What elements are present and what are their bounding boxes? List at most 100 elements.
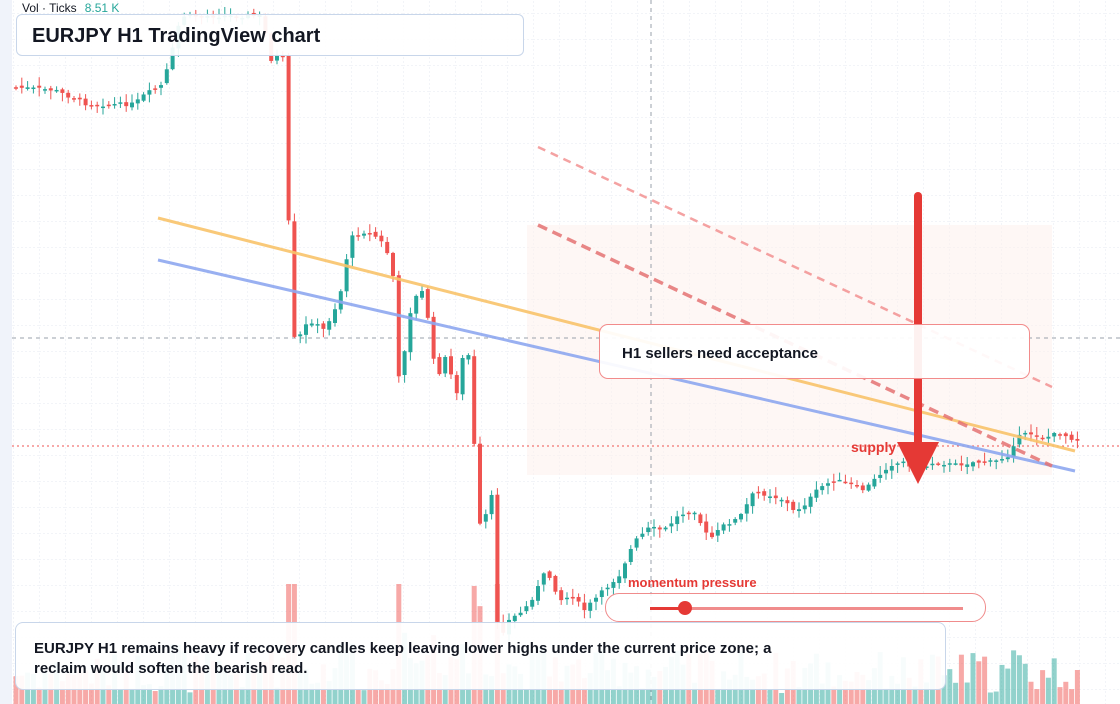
candle-body (31, 87, 36, 90)
candles (14, 6, 1080, 643)
candle-body (83, 98, 88, 106)
volume-legend-label: Vol · Ticks (22, 1, 77, 15)
supply-label: supply (851, 439, 897, 455)
volume-bar (129, 688, 135, 704)
candle-body (159, 85, 163, 88)
volume-bar (146, 684, 152, 704)
candle-body (54, 89, 59, 92)
candle-body (19, 85, 24, 88)
volume-bar (158, 686, 164, 704)
volume-bar (715, 688, 721, 704)
candle-body (559, 590, 564, 601)
volume-bar (274, 687, 280, 704)
volume-bar (378, 680, 384, 704)
volume-bar (1022, 663, 1028, 704)
volume-bar (309, 683, 315, 704)
candle-body (483, 514, 488, 522)
candle-body (855, 485, 859, 487)
chart-title: EURJPY H1 TradingView chart (32, 25, 321, 47)
candle-body (25, 87, 30, 89)
candle-body (530, 599, 535, 607)
candle-body (309, 323, 314, 326)
candle-body (628, 548, 633, 562)
candle-body (449, 356, 453, 375)
volume-bar (523, 689, 529, 704)
volume-bar (924, 682, 930, 704)
candle-body (408, 313, 413, 353)
candle-body (710, 532, 714, 538)
volume-legend-value: 8.51 K (84, 1, 120, 15)
candle-body (1023, 432, 1028, 435)
candle-body (976, 460, 981, 463)
volume-bar (1051, 658, 1057, 704)
candle-body (982, 461, 987, 463)
candle-body (524, 606, 529, 612)
candle-body (802, 505, 807, 510)
candle-body (634, 538, 639, 548)
volume-bar (36, 687, 42, 704)
candle-body (739, 513, 743, 520)
candle-body (315, 324, 320, 326)
candle-body (1075, 438, 1080, 441)
analysis-note-box: EURJPY H1 remains heavy if recovery cand… (15, 622, 946, 690)
volume-bar (1040, 670, 1046, 704)
volume-bar (999, 664, 1005, 704)
volume-bar (59, 681, 65, 704)
sellers-callout[interactable]: H1 sellers need acceptance (599, 324, 1030, 379)
candle-body (657, 527, 662, 530)
volume-bar (819, 683, 825, 704)
candle-body (95, 104, 100, 107)
candle-body (936, 463, 941, 465)
candle-body (599, 590, 604, 598)
candle-body (489, 494, 494, 515)
candle-body (547, 571, 552, 578)
candle-body (715, 530, 720, 536)
candle-body (338, 291, 343, 310)
candle-body (124, 102, 129, 107)
momentum-knob[interactable] (677, 601, 692, 615)
candle-body (750, 493, 755, 507)
candle-body (1052, 433, 1057, 437)
volume-bar (1011, 650, 1017, 704)
candle-body (101, 106, 105, 109)
volume-bar (941, 675, 947, 704)
candle-body (570, 596, 575, 599)
candle-body (77, 97, 82, 100)
candle-body (304, 324, 308, 335)
candle-body (959, 463, 964, 466)
candle-body (292, 221, 297, 337)
candle-body (130, 102, 134, 108)
candle-body (66, 92, 71, 98)
candle-body (425, 289, 430, 318)
volume-bar (106, 685, 112, 704)
candle-body (536, 586, 540, 601)
candle-body (356, 235, 361, 237)
candle-body (837, 479, 842, 482)
volume-bar (1074, 670, 1080, 704)
volume-bar (1016, 655, 1022, 704)
volume-bar (13, 676, 19, 704)
volume-bar (982, 656, 988, 704)
candle-body (663, 527, 668, 530)
candle-body (37, 85, 42, 88)
candle-body (611, 582, 616, 588)
candle-body (1046, 436, 1051, 439)
candle-body (350, 235, 355, 258)
candle-body (576, 597, 581, 602)
candle-body (1005, 457, 1010, 460)
candle-body (14, 87, 18, 89)
candle-body (431, 316, 436, 359)
volume-bar (1063, 681, 1069, 704)
momentum-slider[interactable] (605, 593, 986, 622)
volume-bar (1028, 681, 1034, 704)
momentum-label: momentum pressure (628, 575, 757, 590)
volume-bar (976, 661, 982, 704)
volume-bar (639, 688, 645, 704)
candle-body (333, 309, 337, 324)
candle-body (460, 358, 465, 395)
candle-body (594, 597, 598, 602)
volume-bar (953, 682, 959, 704)
volume-bar (848, 681, 854, 704)
candle-body (512, 615, 517, 622)
